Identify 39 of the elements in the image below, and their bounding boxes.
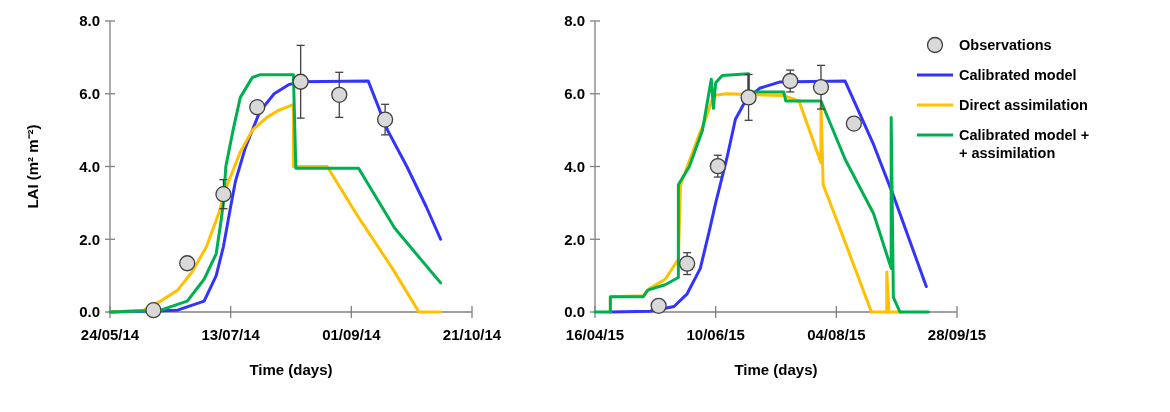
point: [650, 297, 667, 314]
x-axis-title: Time (days): [249, 361, 333, 378]
y-tick-label: 0.0: [564, 303, 585, 321]
y-tick-label: 8.0: [79, 12, 100, 30]
x-tick-label: 28/09/15: [927, 326, 987, 343]
y-tick-label: 4.0: [79, 157, 100, 175]
legend-label: Calibrated model + + assimilation: [959, 127, 1090, 162]
x-tick-label: 13/07/14: [201, 326, 261, 343]
point: [782, 72, 799, 90]
point: [845, 115, 863, 132]
x-tick-label: 10/06/15: [686, 326, 745, 343]
point: [331, 86, 348, 103]
point: [292, 73, 309, 90]
y-tick-label: 6.0: [79, 85, 100, 102]
x-tick-label: 01/09/14: [322, 326, 382, 343]
y-tick-label: 2.0: [564, 230, 585, 248]
y-tick-label: 8.0: [564, 12, 585, 30]
y-tick-label: 4.0: [564, 157, 585, 175]
legend-label: Observations: [959, 37, 1052, 54]
legend-label: Direct assimilation: [959, 97, 1088, 114]
point: [376, 111, 394, 128]
point: [179, 255, 196, 272]
point: [709, 157, 727, 175]
point: [679, 255, 696, 272]
point: [145, 302, 162, 319]
point: [812, 79, 830, 96]
point: [215, 186, 232, 203]
x-tick-label: 21/10/14: [442, 326, 502, 343]
y-tick-label: 0.0: [79, 303, 100, 321]
y-axis-title: LAI (m² m⁻²): [24, 124, 41, 209]
x-tick-label: 24/05/14: [80, 326, 140, 343]
x-tick-label: 04/08/15: [807, 326, 866, 343]
point: [740, 89, 757, 106]
x-tick-label: 16/04/15: [565, 326, 625, 343]
point: [249, 99, 266, 116]
x-axis-title: Time (days): [734, 361, 818, 378]
y-tick-label: 6.0: [564, 85, 585, 102]
y-tick-label: 2.0: [79, 230, 100, 248]
legend-label: Calibrated model: [959, 67, 1077, 84]
